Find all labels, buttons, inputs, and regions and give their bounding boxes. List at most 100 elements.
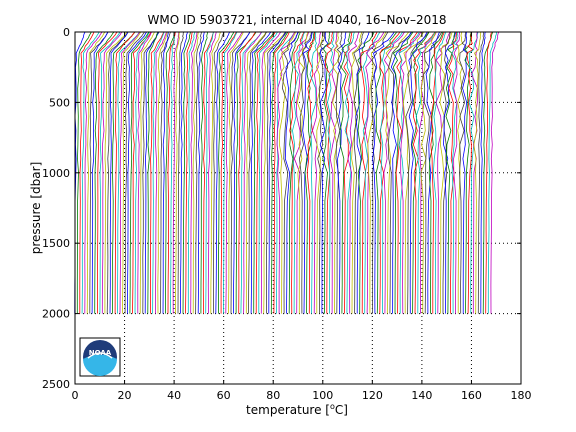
profile-line [127, 31, 148, 314]
profile-line [453, 31, 461, 314]
profile-line [395, 31, 418, 314]
y-axis: 0 500 1000 1500 2000 2500 [42, 26, 521, 391]
profile-line [245, 31, 267, 314]
profile-line [200, 31, 209, 314]
profile-line [490, 31, 500, 314]
profile-line [432, 31, 447, 314]
profile-line [160, 31, 171, 314]
profile-line [104, 31, 128, 314]
profile-line [383, 31, 406, 314]
profile-line [134, 31, 150, 314]
profile-line [353, 31, 364, 314]
x-tick-label: 40 [167, 389, 181, 402]
profile-line [325, 32, 333, 314]
profile-line [233, 31, 251, 314]
profile-line [322, 31, 331, 314]
profile-line [289, 31, 305, 314]
profile-line [76, 31, 92, 314]
profile-line [430, 31, 445, 314]
profile-line [306, 31, 316, 314]
profile-line [273, 31, 290, 314]
x-axis-label-degree: o [330, 402, 335, 411]
y-tick-label: 2000 [42, 308, 70, 321]
profile-line [435, 31, 451, 314]
x-tick-label: 160 [461, 389, 482, 402]
profile-line [480, 31, 486, 314]
profile-line [428, 31, 444, 314]
profile-line [473, 31, 482, 314]
profile-line [97, 31, 118, 314]
profile-line [147, 31, 158, 314]
profile-line [195, 31, 202, 314]
profile-line [187, 31, 196, 314]
profile-line [425, 31, 440, 314]
profile-line [451, 31, 460, 314]
profile-line [197, 31, 205, 314]
profile-line [114, 31, 136, 314]
profile-line [94, 31, 115, 314]
profile-line [218, 31, 235, 314]
profile-line [415, 31, 436, 314]
x-tick-label: 120 [362, 389, 383, 402]
profile-line [91, 31, 109, 314]
profile-line [86, 31, 106, 314]
profile-line [487, 31, 498, 314]
profile-line [420, 31, 437, 314]
profile-line [385, 31, 409, 314]
profile-line [339, 31, 351, 314]
profile-line [390, 31, 412, 314]
logo-wave [83, 354, 117, 376]
profile-line [210, 31, 221, 314]
profile-line [149, 31, 165, 314]
profile-line [215, 31, 231, 314]
logo: NOAA [79, 337, 121, 377]
plot-frame [74, 31, 522, 385]
profile-line [169, 31, 175, 314]
profile-line [260, 31, 282, 314]
profile-line [137, 31, 153, 314]
profile-line [220, 31, 237, 314]
x-axis-label: temperature [oC] [246, 402, 348, 417]
profile-line [315, 31, 324, 314]
profile-line [177, 31, 185, 314]
profile-line [175, 31, 180, 314]
y-tick-label: 1000 [42, 167, 70, 180]
profile-line [351, 31, 363, 314]
profile-line [302, 31, 313, 314]
profile-line [225, 31, 243, 314]
profile-line [129, 31, 150, 314]
profile-line [370, 31, 389, 314]
y-tick-label: 0 [63, 26, 70, 39]
profile-line [459, 31, 467, 314]
x-tick-label: 100 [312, 389, 333, 402]
profile-line [278, 31, 297, 314]
profile-line [402, 31, 424, 314]
profile-lines [74, 31, 500, 314]
profile-line [360, 31, 378, 314]
profile-line [248, 31, 268, 314]
profile-line [312, 31, 322, 314]
profile-line [253, 31, 275, 314]
profile-line [288, 31, 301, 314]
profile-line [304, 31, 315, 314]
profile-line [119, 31, 141, 314]
profile-line [380, 31, 404, 314]
y-tick-label: 2500 [42, 378, 70, 391]
profile-line [81, 31, 100, 314]
profile-line [109, 31, 129, 314]
profile-line [411, 31, 430, 314]
x-axis-label-text: temperature [ [246, 403, 330, 417]
profile-line [372, 31, 395, 314]
x-axis: 0 20 40 60 80 100 120 140 160 180 [72, 32, 532, 402]
profile-line [362, 31, 381, 314]
profile-line [367, 31, 387, 314]
profile-line [398, 31, 420, 314]
profile-line [337, 31, 347, 314]
profile-line [223, 31, 238, 314]
profile-line [485, 31, 492, 314]
profile-line [122, 31, 142, 314]
profile-line [157, 31, 168, 314]
profile-line [347, 31, 360, 314]
profile-line [84, 31, 103, 314]
